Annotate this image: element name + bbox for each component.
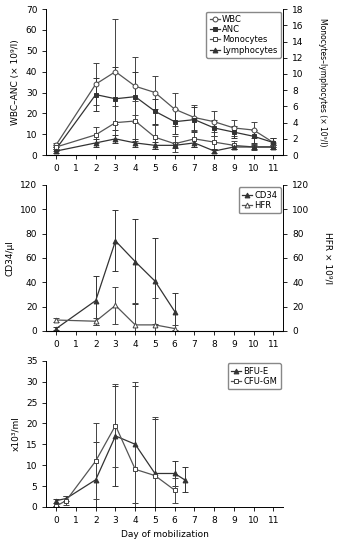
Y-axis label: Monocytes–lymphocytes (× 10⁹/l): Monocytes–lymphocytes (× 10⁹/l) (318, 18, 327, 146)
Y-axis label: CD34/µl: CD34/µl (5, 240, 15, 276)
Y-axis label: HFR × 10⁹/l: HFR × 10⁹/l (323, 232, 333, 284)
Y-axis label: WBC–ANC (× 10⁹/l): WBC–ANC (× 10⁹/l) (11, 39, 20, 125)
Y-axis label: x10³/ml: x10³/ml (11, 416, 20, 451)
X-axis label: Day of mobilization: Day of mobilization (121, 530, 209, 540)
Legend: BFU-E, CFU-GM: BFU-E, CFU-GM (228, 364, 281, 389)
Legend: CD34, HFR: CD34, HFR (239, 187, 281, 213)
Legend: WBC, ANC, Monocytes, Lymphocytes: WBC, ANC, Monocytes, Lymphocytes (206, 11, 281, 58)
